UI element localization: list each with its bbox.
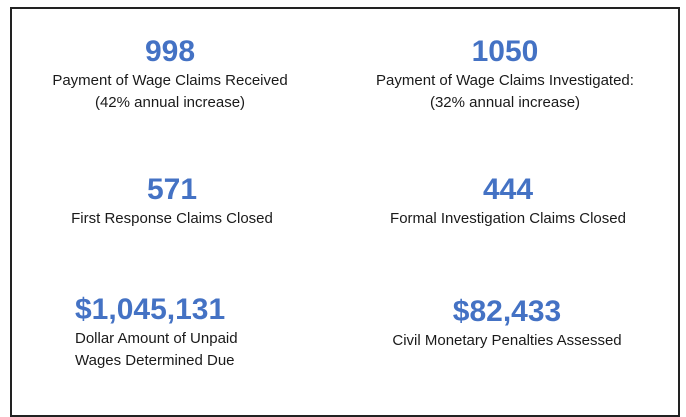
stat-block: 1050 Payment of Wage Claims Investigated:… <box>376 34 634 114</box>
stat-label: (42% annual increase) <box>94 94 246 111</box>
stat-value: 444 <box>482 173 534 206</box>
stat-value: $82,433 <box>452 295 562 328</box>
stat-label: Wages Determined Due <box>75 352 235 369</box>
stat-label: Dollar Amount of Unpaid <box>75 330 238 347</box>
stat-value: 998 <box>144 35 196 68</box>
stat-label: (32% annual increase) <box>429 94 581 111</box>
stat-value: 571 <box>146 173 198 206</box>
stat-label: First Response Claims Closed <box>71 210 273 227</box>
stat-label: Formal Investigation Claims Closed <box>390 210 626 227</box>
stat-block: $82,433 Civil Monetary Penalties Assessed <box>392 294 621 352</box>
stat-value: 1050 <box>471 35 539 68</box>
stat-label: Payment of Wage Claims Investigated: <box>376 72 634 89</box>
stat-label: Civil Monetary Penalties Assessed <box>392 332 622 349</box>
stat-block: 444 Formal Investigation Claims Closed <box>390 172 626 230</box>
stat-label: Payment of Wage Claims Received <box>52 72 288 89</box>
page: 998 Payment of Wage Claims Received (42% a… <box>10 7 680 417</box>
stat-value: $1,045,131 <box>75 293 226 326</box>
stat-block: 998 Payment of Wage Claims Received (42% a… <box>52 34 287 114</box>
stat-block: 571 First Response Claims Closed <box>71 172 273 230</box>
stat-block: $1,045,131 Dollar Amount of Unpaid Wages D… <box>75 292 238 372</box>
